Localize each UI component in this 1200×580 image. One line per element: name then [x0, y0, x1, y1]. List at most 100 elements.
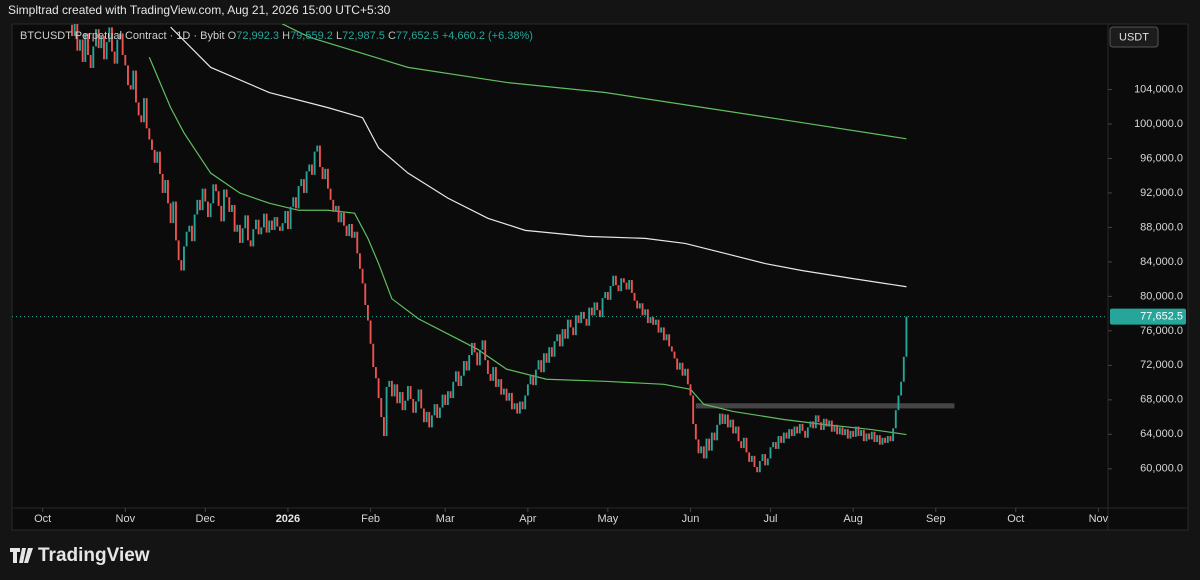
- candle: [175, 201, 177, 241]
- candle: [358, 253, 361, 269]
- candle: [590, 307, 593, 316]
- candle: [143, 98, 145, 123]
- candle: [774, 442, 777, 449]
- candle: [127, 65, 129, 86]
- candle: [777, 436, 780, 449]
- candle: [612, 275, 615, 287]
- candle: [580, 311, 583, 324]
- candle: [465, 361, 468, 371]
- candle: [529, 374, 532, 385]
- candle: [153, 149, 156, 163]
- candle: [428, 411, 431, 428]
- candle: [321, 167, 324, 180]
- candle: [630, 280, 633, 293]
- candle: [193, 214, 196, 242]
- candle: [788, 429, 791, 439]
- candle: [801, 423, 804, 431]
- candle: [454, 371, 457, 382]
- candle: [881, 437, 884, 445]
- candle: [606, 292, 609, 300]
- candle: [225, 189, 228, 198]
- candle: [172, 201, 175, 224]
- candle: [636, 300, 639, 309]
- candle: [310, 164, 313, 175]
- candle: [369, 320, 372, 344]
- candle: [766, 458, 769, 466]
- currency-box: [1109, 26, 1159, 48]
- candle: [300, 179, 303, 187]
- legend: BTCUSDT Perpetual Contract · 1D · Bybit …: [20, 30, 533, 42]
- candle: [398, 392, 401, 404]
- candle: [169, 203, 172, 224]
- candle: [758, 461, 761, 473]
- candle: [886, 436, 889, 443]
- candle: [510, 392, 513, 410]
- candle: [620, 278, 623, 292]
- candle: [841, 427, 844, 436]
- candle: [876, 435, 879, 443]
- candle: [228, 197, 231, 212]
- candle: [204, 188, 207, 202]
- candle: [473, 342, 476, 353]
- candle: [742, 437, 745, 449]
- candle: [897, 395, 900, 411]
- candle: [449, 391, 452, 399]
- candle: [220, 205, 223, 222]
- candle: [470, 342, 473, 355]
- candle: [902, 356, 905, 382]
- candle: [820, 422, 823, 430]
- y-tick-label: 96,000.0: [1140, 152, 1183, 164]
- candle: [409, 386, 412, 399]
- candle: [350, 223, 353, 238]
- candle: [191, 225, 193, 242]
- candle: [79, 39, 81, 51]
- candle: [633, 292, 636, 301]
- candle: [726, 414, 729, 428]
- candle: [135, 70, 137, 103]
- candle: [793, 426, 796, 437]
- candle: [502, 388, 505, 395]
- candle: [870, 431, 873, 440]
- candle: [518, 401, 521, 414]
- candle: [92, 46, 95, 68]
- candle: [689, 384, 692, 396]
- candle: [833, 424, 836, 432]
- candle: [265, 213, 268, 233]
- candle: [550, 347, 553, 357]
- candle: [713, 432, 716, 441]
- x-tick-label: Jul: [763, 513, 777, 525]
- candle: [558, 334, 561, 347]
- candle: [532, 374, 535, 386]
- candle: [329, 188, 332, 200]
- candle: [780, 436, 783, 443]
- candle: [159, 151, 161, 174]
- candle: [508, 392, 511, 401]
- moving-average: [148, 57, 907, 436]
- y-tick-label: 76,000.0: [1140, 325, 1183, 337]
- x-tick-label: Oct: [1007, 513, 1024, 525]
- candle: [252, 229, 255, 247]
- candle: [457, 371, 460, 387]
- candle: [231, 205, 233, 212]
- candle: [332, 199, 335, 212]
- candle: [462, 361, 465, 376]
- candle: [500, 379, 503, 395]
- x-tick-label: Jun: [682, 513, 700, 525]
- candle: [436, 404, 439, 418]
- candle: [846, 429, 849, 439]
- candle: [809, 421, 812, 428]
- candle: [164, 180, 167, 193]
- x-tick-label: Apr: [519, 513, 536, 525]
- candle: [481, 340, 484, 350]
- candle: [361, 268, 364, 284]
- candle: [89, 55, 92, 68]
- candle: [857, 426, 860, 437]
- candle: [657, 319, 660, 333]
- candle: [716, 424, 719, 441]
- candle: [140, 115, 143, 123]
- candle: [892, 428, 895, 442]
- candle: [702, 446, 705, 459]
- candle: [468, 354, 471, 371]
- candle: [812, 421, 815, 429]
